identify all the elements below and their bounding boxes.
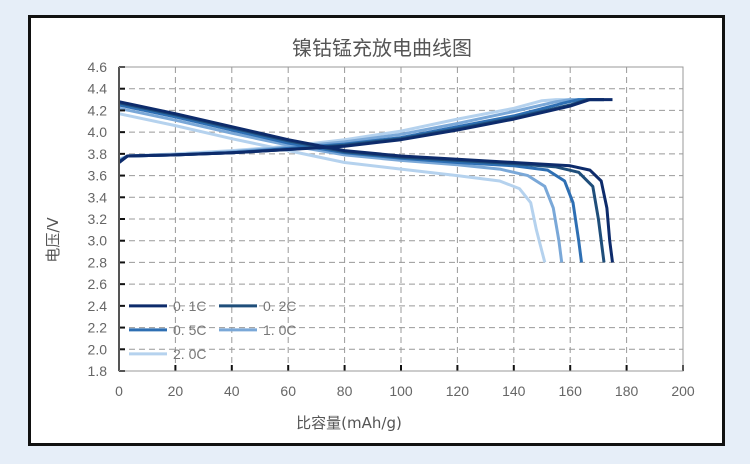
y-tick-label: 2.4 <box>88 298 108 314</box>
y-axis-label: 电压/V <box>44 217 62 263</box>
x-tick-label: 40 <box>224 383 240 399</box>
discharge-curve-20C <box>118 112 547 263</box>
legend-label: 2. 0C <box>173 346 206 362</box>
x-tick-label: 140 <box>502 383 526 399</box>
x-tick-label: 180 <box>615 383 639 399</box>
legend-label: 0. 1C <box>173 298 206 314</box>
chart-frame: 0 20 40 60 80 100 120 140 160 180 200 1.8 2.0 2.2 2.4 2… <box>28 15 725 446</box>
x-tick-label: 20 <box>168 383 184 399</box>
discharge-curve-10C <box>118 106 564 263</box>
charge-discharge-chart: 0 20 40 60 80 100 120 140 160 180 200 1.8 2.0 2.2 2.4 2… <box>44 36 695 432</box>
x-tick-label: 60 <box>280 383 296 399</box>
x-tick-label: 120 <box>446 383 470 399</box>
legend-label: 0. 5C <box>173 322 206 338</box>
discharge-curve-01C <box>118 100 614 263</box>
y-tick-label: 3.4 <box>88 189 108 205</box>
x-axis-label: 比容量(mAh/g) <box>296 414 402 432</box>
y-tick-label: 1.8 <box>88 363 108 379</box>
y-tick-label: 2.2 <box>88 320 108 336</box>
y-tick-label: 3.2 <box>88 211 108 227</box>
x-tick-label: 160 <box>559 383 583 399</box>
y-tick-label: 4.6 <box>88 59 108 75</box>
y-tick-label: 3.8 <box>88 146 108 162</box>
x-tick-label: 200 <box>671 383 695 399</box>
chart-title: 镍钴锰充放电曲线图 <box>292 36 472 60</box>
y-tick-label: 3.6 <box>88 168 108 184</box>
x-tick-label: 0 <box>115 383 123 399</box>
legend-label: 0. 2C <box>263 298 296 314</box>
y-tick-label: 2.6 <box>88 276 108 292</box>
y-tick-label: 2.8 <box>88 254 108 270</box>
legend-label: 1. 0C <box>263 322 296 338</box>
y-tick-label: 4.2 <box>88 102 108 118</box>
discharge-curve-02C <box>118 101 606 263</box>
y-tick-label: 4.4 <box>88 81 108 97</box>
y-tick-label: 2.0 <box>88 341 108 357</box>
x-tick-label: 80 <box>337 383 353 399</box>
charge-curve-01C <box>118 98 613 164</box>
y-tick-label: 4.0 <box>88 124 108 140</box>
x-tick-label: 100 <box>389 383 413 399</box>
y-tick-label: 3.0 <box>88 233 108 249</box>
plot-border <box>118 66 684 372</box>
discharge-curve-05C <box>118 103 583 263</box>
